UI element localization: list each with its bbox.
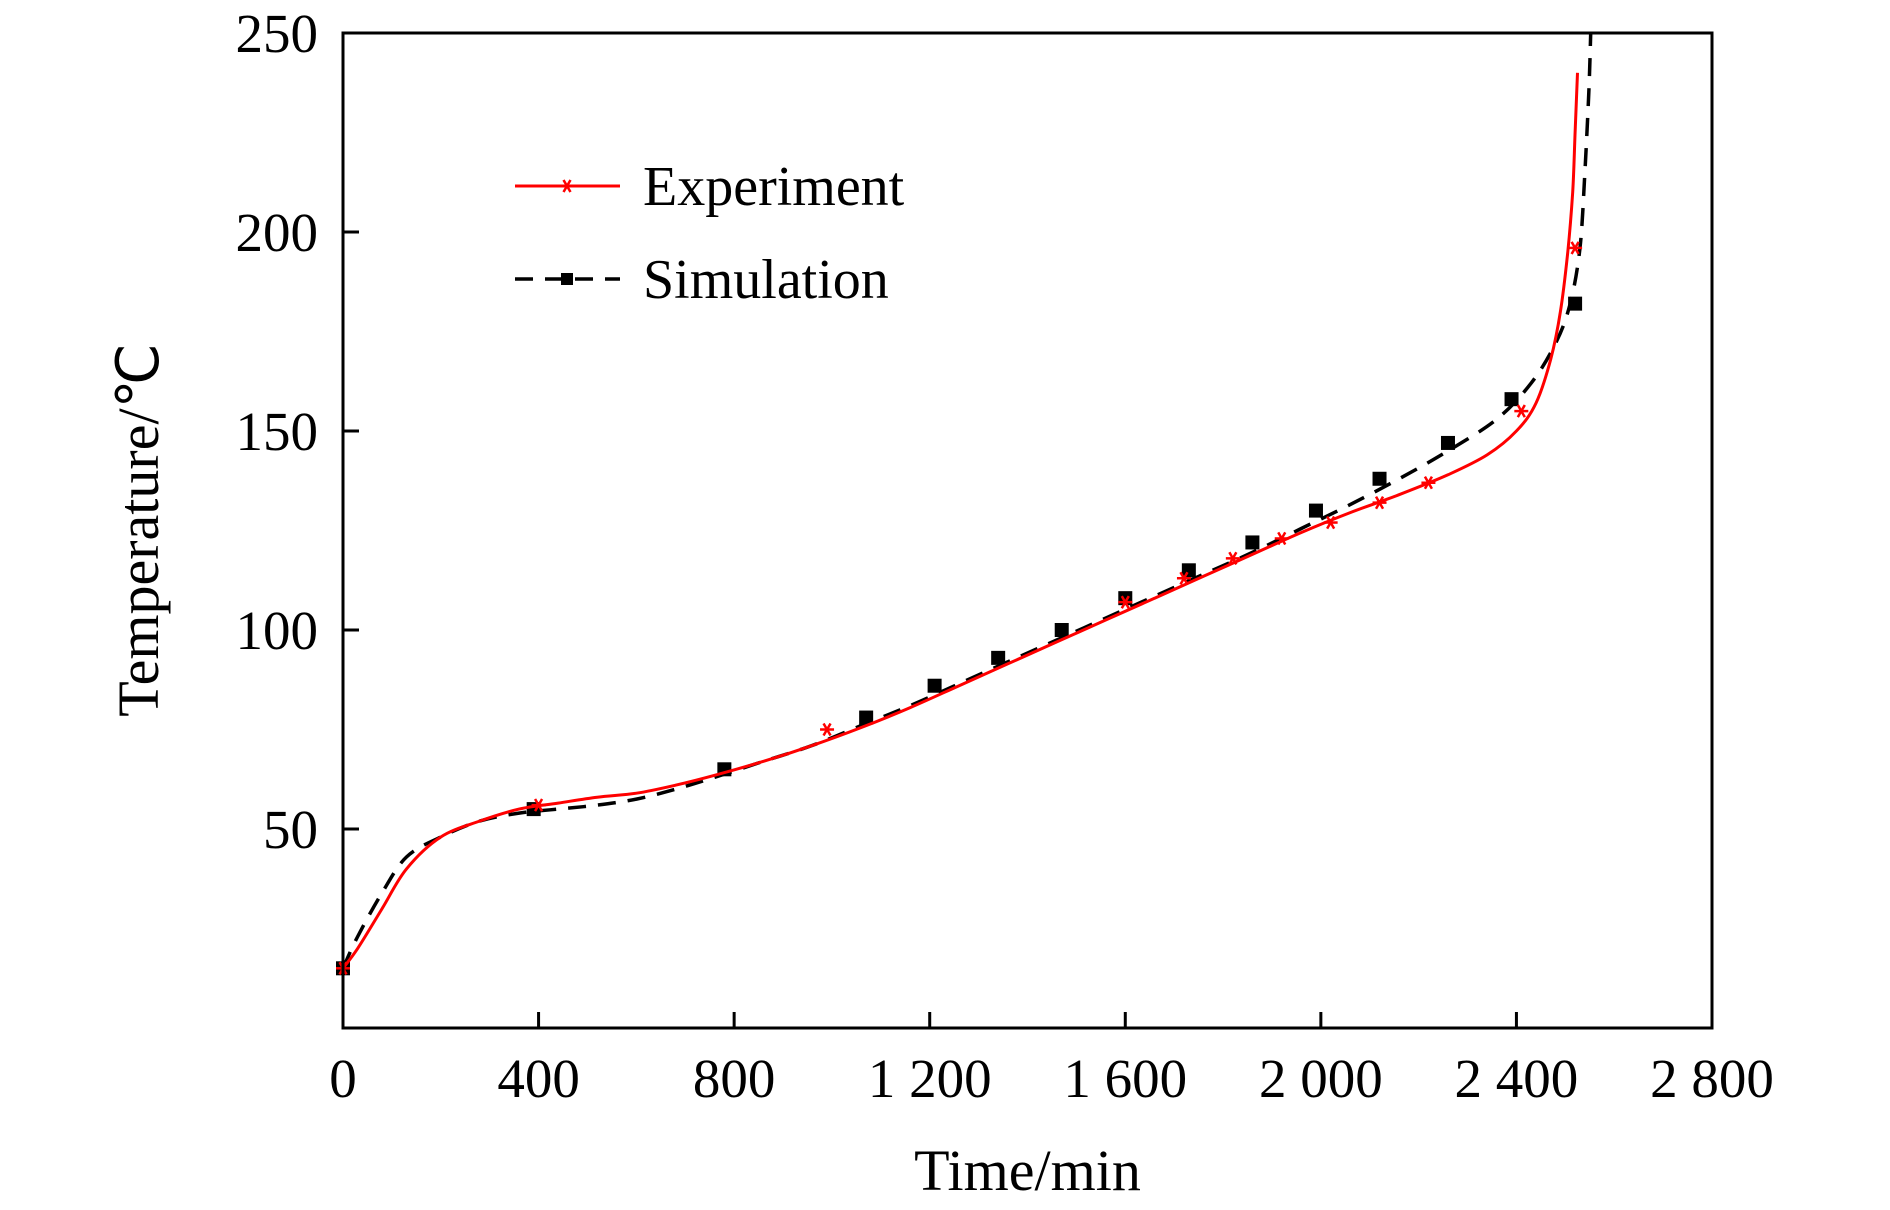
x-axis-title: Time/min [914, 1138, 1141, 1203]
data-point-experiment [531, 798, 546, 812]
legend: Experiment Simulation [515, 156, 905, 311]
data-point-experiment [1118, 595, 1133, 609]
data-point-experiment [1176, 571, 1191, 585]
legend-marker-experiment [560, 179, 574, 193]
data-point-experiment [820, 722, 835, 737]
y-tick-label: 200 [236, 202, 319, 263]
x-axis: 0 400 800 1 200 1 600 2 000 2 400 2 800 [329, 1012, 1774, 1109]
x-tick-label: 1 600 [1063, 1048, 1187, 1109]
legend-label-experiment: Experiment [643, 156, 905, 218]
x-tick-label: 2 000 [1259, 1048, 1383, 1109]
x-tick-label: 2 400 [1455, 1048, 1579, 1109]
data-point-simulation [1245, 535, 1260, 550]
data-point-simulation [991, 650, 1006, 665]
x-tick-label: 800 [693, 1048, 776, 1109]
data-point-experiment [1274, 531, 1289, 546]
data-point-simulation [1181, 563, 1196, 578]
legend-item-simulation: Simulation [515, 249, 889, 311]
data-point-experiment [1514, 404, 1529, 418]
series-line-simulation [341, 32, 1593, 970]
plot-frame [341, 31, 1714, 1030]
x-tick-label: 2 800 [1650, 1048, 1774, 1109]
y-tick-label: 50 [263, 799, 318, 860]
data-point-simulation [1054, 623, 1069, 637]
data-point-experiment [1372, 495, 1387, 510]
series-line-experiment [341, 72, 1579, 970]
data-point-simulation [1440, 435, 1455, 450]
legend-label-simulation: Simulation [643, 249, 889, 311]
legend-item-experiment: Experiment [515, 156, 905, 218]
x-tick-label: 400 [497, 1048, 580, 1109]
x-tick-label: 1 200 [868, 1048, 992, 1109]
data-point-simulation [1372, 471, 1387, 486]
y-axis-title: Temperature/℃ [106, 343, 171, 716]
data-point-simulation [1568, 296, 1583, 311]
y-axis: 50 100 150 200 250 [236, 3, 359, 860]
x-tick-label: 0 [329, 1048, 357, 1109]
data-point-simulation [859, 710, 874, 725]
data-point-experiment [1225, 551, 1240, 566]
y-tick-label: 250 [236, 3, 319, 64]
data-point-experiment [1323, 515, 1338, 530]
data-point-simulation [927, 678, 942, 693]
data-point-experiment [1421, 476, 1436, 490]
data-point-simulation [1504, 392, 1519, 407]
y-tick-label: 100 [236, 600, 319, 661]
data-point-simulation [1308, 503, 1323, 518]
series-layer [336, 32, 1593, 976]
y-tick-label: 150 [236, 401, 319, 462]
legend-marker-simulation [561, 273, 573, 285]
data-point-experiment [1568, 241, 1583, 255]
